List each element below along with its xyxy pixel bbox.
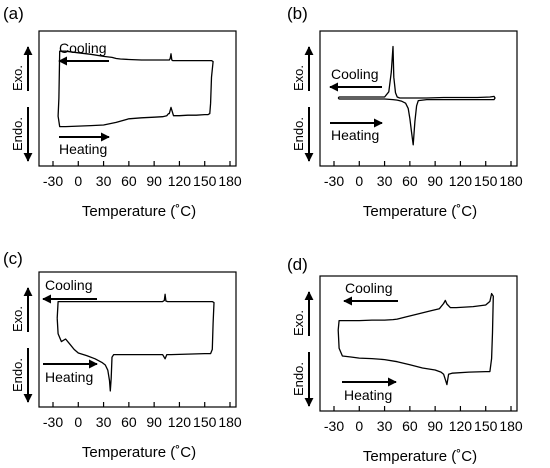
- x-tick-label: -30: [324, 173, 344, 189]
- x-tick-label: 30: [96, 173, 112, 189]
- heating-arrow: Heating: [342, 377, 397, 403]
- y-label-exo: Exo.: [10, 306, 25, 332]
- cooling-label: Cooling: [45, 277, 92, 293]
- x-tick-label: 30: [377, 418, 393, 434]
- x-tick-label: 150: [474, 418, 498, 434]
- cooling-label: Cooling: [331, 66, 378, 82]
- x-tick-label: 120: [168, 173, 192, 189]
- dsc-curve: [337, 45, 496, 146]
- exo-axis-indicator: Exo.: [10, 46, 33, 91]
- cooling-label: Cooling: [345, 280, 392, 296]
- panel-label: (d): [287, 255, 308, 274]
- plot-frame: [38, 271, 237, 408]
- x-tick-label: 0: [355, 418, 363, 434]
- x-tick-label: 0: [355, 173, 363, 189]
- x-tick-label: 180: [218, 414, 242, 430]
- x-tick-label: 150: [193, 173, 217, 189]
- heating-label: Heating: [45, 369, 93, 385]
- heating-arrow: Heating: [43, 359, 98, 385]
- cooling-label: Cooling: [59, 40, 106, 56]
- plot-frame: [38, 30, 237, 167]
- cooling-arrow: Cooling: [343, 280, 398, 306]
- x-tick-label: 60: [121, 414, 137, 430]
- panel-label: (a): [3, 4, 24, 23]
- x-axis: -30 0 30 60 90 120 150 180: [324, 406, 523, 434]
- x-tick-label: 0: [74, 173, 82, 189]
- x-tick-label: 180: [499, 173, 523, 189]
- x-tick-label: 120: [449, 418, 473, 434]
- panel-d: (d) -30 0 30 60 90 120 150 180 Temperature (˚C)…: [287, 255, 523, 465]
- x-tick-label: 30: [96, 414, 112, 430]
- cooling-arrow: Cooling: [58, 40, 109, 66]
- x-tick-label: -30: [43, 173, 63, 189]
- heating-label: Heating: [344, 387, 392, 403]
- exo-axis-indicator: Exo.: [291, 291, 314, 336]
- x-axis: -30 0 30 60 90 120 150 180: [324, 161, 523, 189]
- x-tick-label: 90: [427, 418, 443, 434]
- x-axis-label: Temperature (˚C): [82, 444, 196, 461]
- heating-label: Heating: [331, 127, 379, 143]
- cooling-arrow: Cooling: [42, 277, 97, 304]
- x-tick-label: 180: [499, 418, 523, 434]
- endo-axis-indicator: Endo.: [291, 107, 314, 162]
- x-tick-label: 90: [146, 173, 162, 189]
- x-tick-label: -30: [324, 418, 344, 434]
- y-label-exo: Exo.: [291, 65, 306, 91]
- x-tick-label: 60: [121, 173, 137, 189]
- dsc-curve: [337, 292, 494, 386]
- x-tick-label: 150: [193, 414, 217, 430]
- endo-axis-indicator: Endo.: [10, 348, 33, 403]
- dsc-curve: [56, 293, 215, 392]
- heating-arrow: Heating: [330, 118, 383, 143]
- x-axis: -30 0 30 60 90 120 150 180: [43, 402, 242, 430]
- y-label-exo: Exo.: [10, 65, 25, 91]
- x-tick-label: 60: [402, 418, 418, 434]
- exo-axis-indicator: Exo.: [291, 46, 314, 91]
- x-tick-label: 60: [402, 173, 418, 189]
- dsc-curve: [57, 50, 214, 128]
- exo-axis-indicator: Exo.: [10, 287, 33, 332]
- heating-arrow: Heating: [59, 132, 110, 157]
- y-label-endo: Endo.: [10, 358, 25, 392]
- y-label-endo: Endo.: [10, 117, 25, 151]
- panel-label: (c): [3, 249, 23, 268]
- plot-frame: [319, 30, 518, 167]
- y-label-exo: Exo.: [291, 310, 306, 336]
- x-tick-label: 90: [427, 173, 443, 189]
- x-tick-label: 150: [474, 173, 498, 189]
- x-tick-label: 180: [218, 173, 242, 189]
- x-tick-label: 0: [74, 414, 82, 430]
- x-tick-label: 90: [146, 414, 162, 430]
- heating-label: Heating: [59, 141, 107, 157]
- y-label-endo: Endo.: [291, 117, 306, 151]
- x-axis-label: Temperature (˚C): [82, 203, 196, 220]
- panel-b: (b) -30 0 30 60 90 120 150 180 Temperature (˚C)…: [287, 4, 523, 220]
- x-axis-label: Temperature (˚C): [363, 448, 477, 465]
- panel-a: (a) -30 0 30 60 90 120 150 180 Temperature (˚C)…: [3, 4, 242, 220]
- x-tick-label: 30: [377, 173, 393, 189]
- x-tick-label: -30: [43, 414, 63, 430]
- panel-label: (b): [287, 4, 308, 23]
- endo-axis-indicator: Endo.: [291, 352, 314, 407]
- plot-frame: [319, 275, 518, 412]
- cooling-arrow: Cooling: [329, 66, 382, 92]
- x-axis: -30 0 30 60 90 120 150 180: [43, 161, 242, 189]
- endo-axis-indicator: Endo.: [10, 107, 33, 162]
- y-label-endo: Endo.: [291, 362, 306, 396]
- x-tick-label: 120: [449, 173, 473, 189]
- x-axis-label: Temperature (˚C): [363, 203, 477, 220]
- panel-c: (c) -30 0 30 60 90 120 150 180 Temperature (˚C)…: [3, 249, 242, 461]
- x-tick-label: 120: [168, 414, 192, 430]
